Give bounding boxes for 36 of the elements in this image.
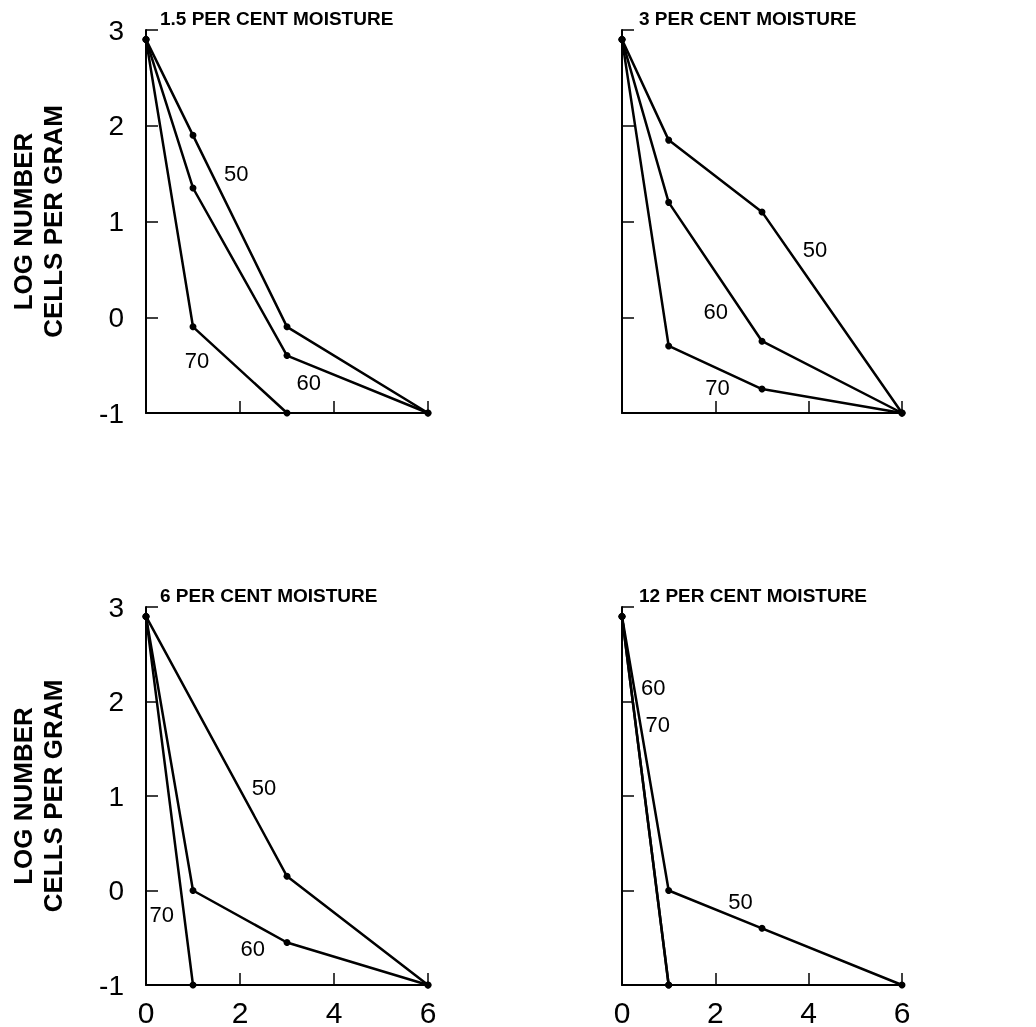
y-tick-label: 2 <box>108 110 124 142</box>
y-tick-label: 3 <box>108 591 124 623</box>
series-label: 60 <box>640 674 666 700</box>
x-tick-label: 2 <box>706 995 724 1027</box>
series-label: 50 <box>224 161 249 187</box>
series-label: 60 <box>296 370 322 396</box>
series-label: 70 <box>645 711 671 737</box>
x-tick-label: 4 <box>325 995 343 1027</box>
chart-title: 1.5 PER CENT MOISTURE <box>160 8 394 29</box>
chart-title: 3 PER CENT MOISTURE <box>639 8 857 29</box>
series-label: 50 <box>251 775 277 801</box>
chart-title: 12 PER CENT MOISTURE <box>639 585 868 606</box>
y-tick-label: -1 <box>99 969 124 1001</box>
series-label: 70 <box>184 347 210 373</box>
y-tick-label: 1 <box>108 206 124 237</box>
y-tick-label: 3 <box>108 14 124 46</box>
chart-title: 6 PER CENT MOISTURE <box>160 585 378 606</box>
x-tick-label: 0 <box>137 995 155 1027</box>
series-label: 70 <box>149 901 175 927</box>
y-tick-label: 0 <box>108 875 124 906</box>
series-label: 60 <box>240 936 266 962</box>
x-tick-label: 4 <box>800 995 818 1027</box>
series-label: 70 <box>705 374 730 400</box>
y-tick-label: -1 <box>99 397 124 429</box>
x-tick-label: 0 <box>613 995 631 1027</box>
series-label: 50 <box>728 888 753 914</box>
x-tick-label: 6 <box>419 995 437 1027</box>
y-tick-label: 0 <box>108 301 124 333</box>
y-tick-label: 2 <box>108 686 124 717</box>
y-axis-title: LOG NUMBER CELLS PER GRAM <box>8 679 68 913</box>
x-tick-label: 6 <box>893 995 911 1027</box>
y-axis-title: LOG NUMBER CELLS PER GRAM <box>8 105 68 338</box>
x-tick-label: 2 <box>231 995 249 1027</box>
y-tick-label: 1 <box>108 780 124 812</box>
series-label: 50 <box>802 237 828 263</box>
series-label: 60 <box>703 299 728 325</box>
